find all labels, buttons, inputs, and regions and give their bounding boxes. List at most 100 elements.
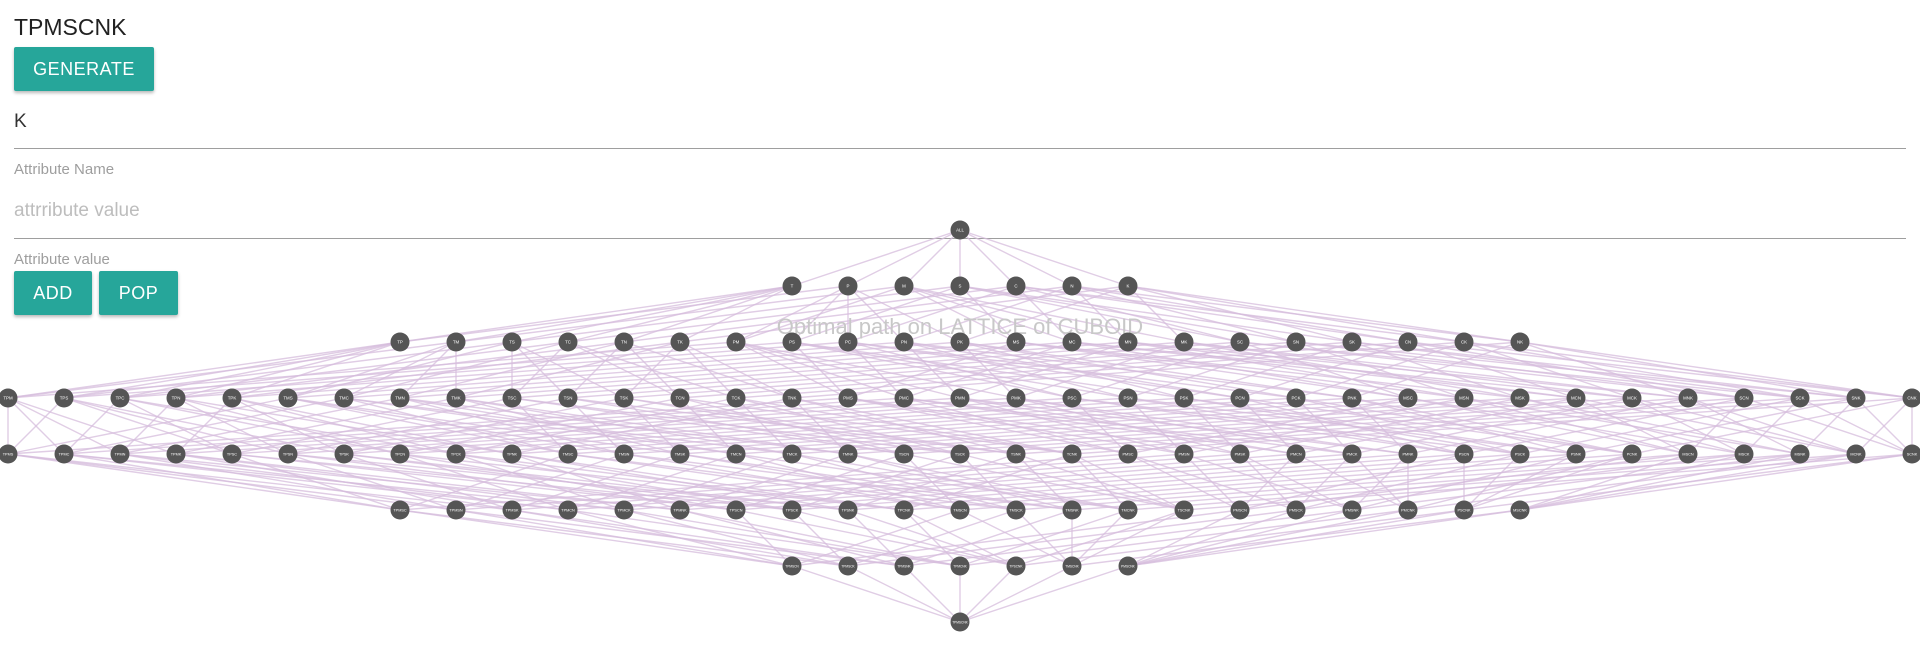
lattice-node[interactable]: TMSCK — [1006, 500, 1026, 520]
lattice-node[interactable]: TMCNK — [1118, 500, 1138, 520]
lattice-node[interactable]: CNK — [1902, 388, 1920, 408]
lattice-node[interactable]: TPS — [54, 388, 74, 408]
lattice-node[interactable]: N — [1062, 276, 1082, 296]
lattice-node[interactable]: TP — [390, 332, 410, 352]
lattice-node[interactable]: TPNK — [502, 444, 522, 464]
lattice-node[interactable]: TPMSC — [390, 500, 410, 520]
lattice-node[interactable]: PS — [782, 332, 802, 352]
lattice-node[interactable]: TSNK — [1006, 444, 1026, 464]
lattice-node[interactable]: TMK — [446, 388, 466, 408]
lattice-node[interactable]: TCNK — [1062, 444, 1082, 464]
lattice-node[interactable]: TPCN — [390, 444, 410, 464]
lattice-node[interactable]: MNK — [1678, 388, 1698, 408]
lattice-node[interactable]: TMCK — [782, 444, 802, 464]
lattice-node[interactable]: MCK — [1622, 388, 1642, 408]
lattice-node[interactable]: TSC — [502, 388, 522, 408]
lattice-node[interactable]: MSK — [1510, 388, 1530, 408]
lattice-node[interactable]: MSCN — [1678, 444, 1698, 464]
lattice-node[interactable]: TMSC — [558, 444, 578, 464]
lattice-node[interactable]: SCK — [1790, 388, 1810, 408]
lattice-node[interactable]: TPSN — [278, 444, 298, 464]
lattice-node[interactable]: TPCNK — [894, 500, 914, 520]
lattice-node[interactable]: SK — [1342, 332, 1362, 352]
lattice-node[interactable]: PNK — [1342, 388, 1362, 408]
lattice-node[interactable]: TSCNK — [1174, 500, 1194, 520]
lattice-node[interactable]: SCNK — [1902, 444, 1920, 464]
lattice-node[interactable]: PMSC — [1118, 444, 1138, 464]
attribute-name-value[interactable]: K — [14, 111, 27, 132]
lattice-node[interactable]: TPMSCNK — [950, 612, 970, 632]
lattice-node[interactable]: TM — [446, 332, 466, 352]
lattice-node[interactable]: TMSN — [614, 444, 634, 464]
lattice-node[interactable]: TPMS — [0, 444, 18, 464]
lattice-node[interactable]: TPK — [222, 388, 242, 408]
lattice-node[interactable]: TPMSCK — [838, 556, 858, 576]
lattice-node[interactable]: TMCN — [726, 444, 746, 464]
lattice-node[interactable]: PMK — [1006, 388, 1026, 408]
lattice-node[interactable]: PMCNK — [1398, 500, 1418, 520]
lattice-node[interactable]: PMS — [838, 388, 858, 408]
lattice-node[interactable]: PMCK — [1342, 444, 1362, 464]
lattice-node[interactable]: TSK — [614, 388, 634, 408]
lattice-node[interactable]: PSNK — [1566, 444, 1586, 464]
lattice-node[interactable]: SN — [1286, 332, 1306, 352]
lattice-node[interactable]: PMSN — [1174, 444, 1194, 464]
lattice-node[interactable]: PMSK — [1230, 444, 1250, 464]
lattice-node[interactable]: TPMCNK — [950, 556, 970, 576]
lattice-node[interactable]: MSCK — [1734, 444, 1754, 464]
lattice-node[interactable]: PCN — [1230, 388, 1250, 408]
lattice-node[interactable]: PMC — [894, 388, 914, 408]
lattice-node[interactable]: TMSNK — [1062, 500, 1082, 520]
lattice-node[interactable]: TPMCK — [614, 500, 634, 520]
pop-button[interactable]: POP — [99, 271, 178, 315]
lattice-node[interactable]: SCN — [1734, 388, 1754, 408]
lattice-node[interactable]: TSCN — [894, 444, 914, 464]
lattice-node[interactable]: TPMC — [54, 444, 74, 464]
lattice-node[interactable]: T — [782, 276, 802, 296]
lattice-node[interactable]: PSC — [1062, 388, 1082, 408]
lattice-node[interactable]: TMN — [390, 388, 410, 408]
lattice-node[interactable]: TPSK — [334, 444, 354, 464]
lattice-node[interactable]: MK — [1174, 332, 1194, 352]
lattice-node[interactable]: TMC — [334, 388, 354, 408]
lattice-node[interactable]: MSCNK — [1510, 500, 1530, 520]
lattice-node[interactable]: MC — [1062, 332, 1082, 352]
lattice-node[interactable]: PCK — [1286, 388, 1306, 408]
lattice-node[interactable]: SNK — [1846, 388, 1866, 408]
lattice-node[interactable]: S — [950, 276, 970, 296]
lattice-node[interactable]: TPMSK — [502, 500, 522, 520]
lattice-node[interactable]: PMSCN — [1230, 500, 1250, 520]
lattice-node[interactable]: TPM — [0, 388, 18, 408]
lattice-node[interactable]: TK — [670, 332, 690, 352]
lattice-node[interactable]: PSK — [1174, 388, 1194, 408]
lattice-node[interactable]: TMSK — [670, 444, 690, 464]
lattice-node[interactable]: TMNK — [838, 444, 858, 464]
lattice-node[interactable]: TPMCN — [558, 500, 578, 520]
lattice-node[interactable]: TPMSCN — [782, 556, 802, 576]
lattice-node[interactable]: PSCNK — [1454, 500, 1474, 520]
lattice-node[interactable]: MN — [1118, 332, 1138, 352]
lattice-node[interactable]: PN — [894, 332, 914, 352]
lattice-node[interactable]: PSCK — [1510, 444, 1530, 464]
lattice-node[interactable]: TPMN — [110, 444, 130, 464]
lattice-node[interactable]: K — [1118, 276, 1138, 296]
lattice-node[interactable]: PMSCNK — [1118, 556, 1138, 576]
lattice-node[interactable]: MSC — [1398, 388, 1418, 408]
lattice-node[interactable]: TPSCK — [782, 500, 802, 520]
lattice-node[interactable]: C — [1006, 276, 1026, 296]
lattice-node[interactable]: TN — [614, 332, 634, 352]
lattice-node[interactable]: PM — [726, 332, 746, 352]
attribute-value-input[interactable] — [14, 196, 914, 226]
add-button[interactable]: ADD — [14, 271, 92, 315]
lattice-node[interactable]: CN — [1398, 332, 1418, 352]
lattice-node[interactable]: TPC — [110, 388, 130, 408]
lattice-node[interactable]: TPSNK — [838, 500, 858, 520]
lattice-node[interactable]: MSNK — [1790, 444, 1810, 464]
lattice-node[interactable]: TMS — [278, 388, 298, 408]
lattice-node[interactable]: PMNK — [1398, 444, 1418, 464]
lattice-node[interactable]: TNK — [782, 388, 802, 408]
lattice-node[interactable]: ALL — [950, 220, 970, 240]
lattice-node[interactable]: MCN — [1566, 388, 1586, 408]
lattice-node[interactable]: TPSC — [222, 444, 242, 464]
lattice-node[interactable]: PMSCK — [1286, 500, 1306, 520]
